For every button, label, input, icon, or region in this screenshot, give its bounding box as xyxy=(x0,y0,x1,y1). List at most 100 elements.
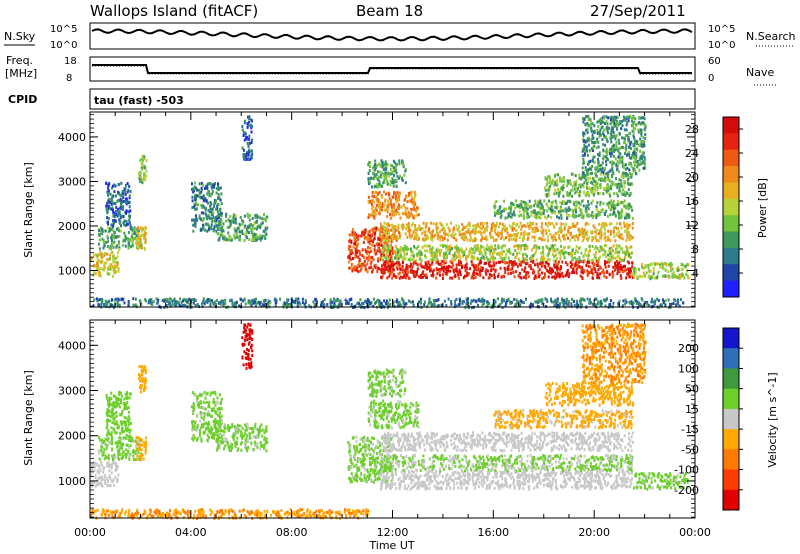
power-cell xyxy=(580,211,583,215)
power-cell xyxy=(471,263,474,267)
power-cell xyxy=(387,232,390,236)
power-cell xyxy=(430,221,433,225)
power-cell xyxy=(606,191,609,195)
power-cell xyxy=(629,182,632,186)
power-cell xyxy=(674,298,677,302)
power-cell xyxy=(556,206,559,210)
power-cell xyxy=(576,238,579,242)
power-cell xyxy=(463,274,466,278)
power-cell xyxy=(590,201,593,205)
power-cell xyxy=(686,263,689,266)
power-cell xyxy=(349,266,352,270)
power-cell xyxy=(143,247,146,251)
power-cell xyxy=(398,276,401,280)
power-cell xyxy=(98,273,101,277)
power-cell xyxy=(204,184,207,188)
power-cell xyxy=(414,235,417,239)
power-cell xyxy=(564,250,567,254)
power-cell xyxy=(544,260,547,264)
power-cell xyxy=(109,257,111,261)
power-cell xyxy=(571,251,574,254)
power-cell xyxy=(583,190,586,194)
power-cell xyxy=(617,138,620,142)
power-cell xyxy=(103,266,106,269)
power-cell xyxy=(489,235,492,239)
power-cell xyxy=(602,129,605,133)
power-cell xyxy=(584,140,587,144)
power-cell xyxy=(461,264,464,268)
power-cell xyxy=(556,297,559,301)
power-cell xyxy=(398,212,401,216)
power-cell xyxy=(628,168,631,172)
power-cell xyxy=(593,253,596,257)
power-cell xyxy=(559,239,562,243)
power-cell xyxy=(555,178,558,182)
power-cell xyxy=(369,165,371,168)
power-cell xyxy=(511,234,514,238)
power-cell xyxy=(583,147,585,151)
power-region-12 xyxy=(367,190,420,220)
power-cell xyxy=(602,120,605,124)
power-cell xyxy=(542,276,545,280)
power-cell xyxy=(603,128,606,132)
power-cell xyxy=(368,180,371,184)
power-cell xyxy=(512,211,515,215)
power-cell xyxy=(395,169,398,173)
power-cell xyxy=(372,258,375,262)
power-cell xyxy=(592,224,595,228)
power-cell xyxy=(591,235,594,239)
power-cell xyxy=(596,129,599,133)
power-cell xyxy=(381,202,384,206)
power-cell xyxy=(593,179,596,183)
power-cell xyxy=(194,181,196,185)
power-cell xyxy=(609,187,612,191)
power-cell xyxy=(538,275,540,279)
power-cell xyxy=(582,160,585,164)
power-cell xyxy=(531,210,534,214)
power-cell xyxy=(501,257,504,261)
power-cell xyxy=(449,269,452,273)
power-cell xyxy=(242,220,245,224)
power-cell xyxy=(529,224,532,228)
power-cell xyxy=(618,187,621,191)
power-cell xyxy=(480,221,483,225)
power-cell xyxy=(286,303,289,307)
power-cell xyxy=(628,215,630,219)
power-cell xyxy=(550,270,553,274)
power-cell xyxy=(380,234,383,238)
power-cell xyxy=(575,271,578,275)
power-cell xyxy=(570,172,573,176)
power-cell xyxy=(393,250,396,254)
power-cell xyxy=(412,199,415,203)
power-cell xyxy=(518,259,521,262)
power-cell xyxy=(586,184,589,187)
power-cell xyxy=(554,259,557,263)
power-cell xyxy=(583,258,586,262)
power-cell xyxy=(428,229,430,233)
power-cell xyxy=(391,270,394,274)
power-cell xyxy=(372,214,375,218)
power-cell xyxy=(558,216,560,220)
power-cell xyxy=(418,253,421,257)
power-cell xyxy=(414,275,417,279)
power-cell xyxy=(624,149,627,153)
power-cell xyxy=(609,154,612,158)
power-cell xyxy=(195,187,198,191)
power-cell xyxy=(565,201,568,205)
power-cell xyxy=(447,226,450,230)
power-cell xyxy=(469,267,472,271)
power-cell xyxy=(616,222,619,225)
power-cell xyxy=(584,252,587,256)
power-cell xyxy=(410,224,413,227)
power-cell xyxy=(374,190,377,194)
power-cell xyxy=(625,143,628,147)
power-cell xyxy=(402,223,405,227)
power-cell xyxy=(585,206,588,210)
power-cell xyxy=(562,234,565,237)
power-cell xyxy=(375,203,378,207)
power-cell xyxy=(130,238,133,241)
power-cell xyxy=(524,252,527,256)
power-cell xyxy=(361,248,364,252)
power-cell xyxy=(127,301,130,305)
power-cell xyxy=(546,192,549,196)
